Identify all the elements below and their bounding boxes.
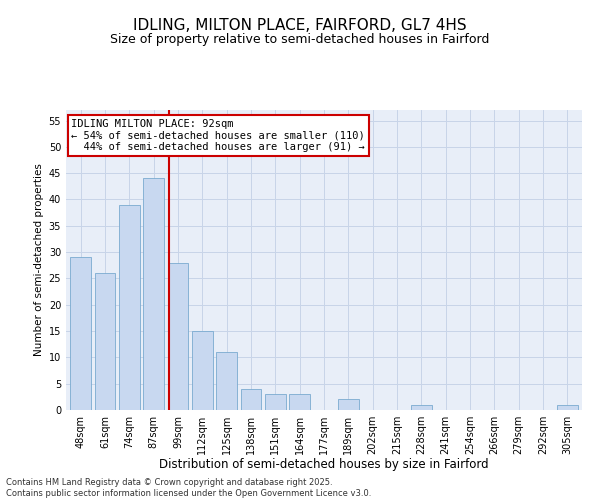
Bar: [216, 352, 237, 410]
Bar: [411, 404, 432, 410]
Text: Contains HM Land Registry data © Crown copyright and database right 2025.
Contai: Contains HM Land Registry data © Crown c…: [6, 478, 371, 498]
Bar: [143, 178, 164, 410]
Bar: [95, 273, 115, 410]
Text: IDLING, MILTON PLACE, FAIRFORD, GL7 4HS: IDLING, MILTON PLACE, FAIRFORD, GL7 4HS: [133, 18, 467, 32]
Bar: [265, 394, 286, 410]
Bar: [70, 258, 91, 410]
Text: Size of property relative to semi-detached houses in Fairford: Size of property relative to semi-detach…: [110, 32, 490, 46]
Bar: [241, 389, 262, 410]
Bar: [338, 400, 359, 410]
Bar: [557, 404, 578, 410]
Y-axis label: Number of semi-detached properties: Number of semi-detached properties: [34, 164, 44, 356]
Text: IDLING MILTON PLACE: 92sqm
← 54% of semi-detached houses are smaller (110)
  44%: IDLING MILTON PLACE: 92sqm ← 54% of semi…: [71, 119, 365, 152]
Bar: [289, 394, 310, 410]
Bar: [167, 262, 188, 410]
Bar: [192, 331, 212, 410]
Bar: [119, 204, 140, 410]
X-axis label: Distribution of semi-detached houses by size in Fairford: Distribution of semi-detached houses by …: [159, 458, 489, 471]
